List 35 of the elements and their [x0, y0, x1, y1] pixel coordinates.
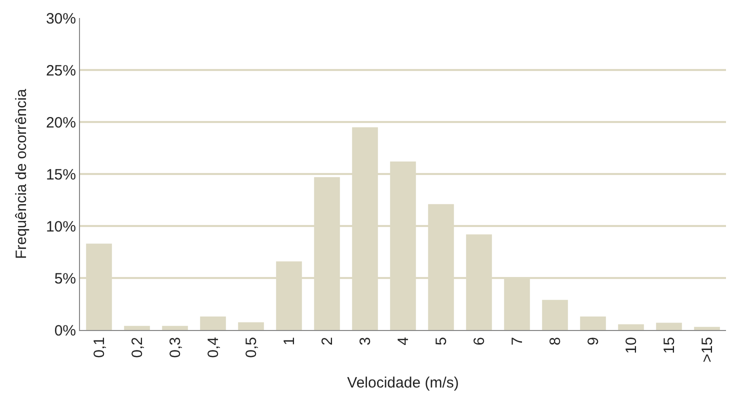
y-tick-label: 30% — [46, 10, 76, 28]
y-tick-label: 25% — [46, 62, 76, 80]
bar — [542, 300, 568, 330]
y-tick-label: 15% — [46, 166, 76, 184]
x-tick-label: 0,4 — [204, 337, 222, 358]
x-tick-label: 1 — [280, 337, 298, 346]
y-tick-label: 0% — [54, 322, 76, 340]
bar — [580, 316, 606, 330]
x-tick-label: 5 — [432, 337, 450, 346]
bar — [656, 322, 682, 330]
bar — [238, 322, 264, 330]
y-tick-label: 10% — [46, 218, 76, 236]
x-tick-label: 0,3 — [166, 337, 184, 358]
bar — [200, 316, 226, 330]
x-tick-label: 0,5 — [242, 337, 260, 358]
x-tick-label: 15 — [660, 337, 678, 354]
y-tick-label: 5% — [54, 270, 76, 288]
bar — [694, 326, 720, 330]
x-tick-label: 8 — [546, 337, 564, 346]
y-tick-label: 20% — [46, 114, 76, 132]
x-tick-label: 10 — [622, 337, 640, 354]
x-tick-label: 4 — [394, 337, 412, 346]
x-tick-label: 7 — [508, 337, 526, 346]
x-tick-label: 9 — [584, 337, 602, 346]
x-tick-label: 2 — [318, 337, 336, 346]
bar — [162, 326, 188, 330]
bar — [124, 326, 150, 330]
x-tick-label: 3 — [356, 337, 374, 346]
bar — [618, 324, 644, 330]
x-tick-label: >15 — [698, 337, 716, 362]
x-tick-label: 0,1 — [90, 337, 108, 358]
x-axis-title: Velocidade (m/s) — [347, 374, 459, 392]
y-axis-title: Frequência de ocorrência — [13, 88, 30, 260]
x-tick-label: 6 — [470, 337, 488, 346]
x-tick-label: 0,2 — [128, 337, 146, 358]
